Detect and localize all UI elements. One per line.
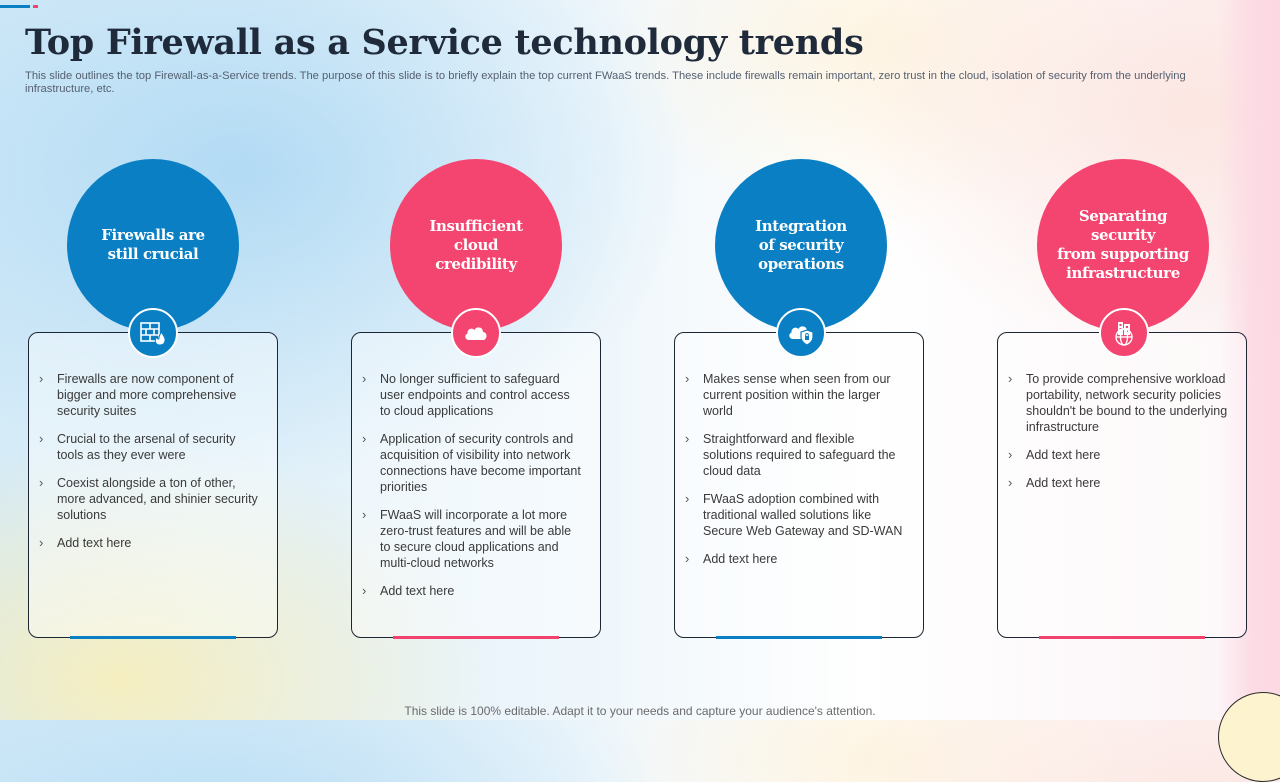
chevron-right-icon: › [685, 431, 690, 446]
bullet-list: › Firewalls are now component of bigger a… [37, 371, 259, 563]
chevron-right-icon: › [685, 491, 690, 506]
slide-subtitle: This slide outlines the top Firewall-as-… [25, 70, 1186, 95]
chevron-right-icon: › [39, 535, 44, 550]
bullet-text: No longer sufficient to safeguard user e… [380, 372, 570, 418]
trend-circle-4: Separating security from supporting infr… [1037, 159, 1209, 331]
accent-bar-blue [0, 5, 30, 8]
list-item: › Straightforward and flexible solutions … [683, 431, 905, 479]
card-underline [70, 636, 236, 639]
list-item: › Add text here [1006, 447, 1228, 463]
trend-heading: Separating security from supporting infr… [1057, 207, 1189, 282]
cloud-shield-icon [789, 326, 814, 346]
list-item: › Application of security controls and ac… [360, 431, 582, 495]
trend-card-3: › Makes sense when seen from our current … [674, 332, 924, 639]
card-underline [393, 636, 559, 639]
list-item: › Makes sense when seen from our current … [683, 371, 905, 419]
trend-circle-3: Integration of security operations [715, 159, 887, 331]
bullet-text: Firewalls are now component of bigger an… [57, 372, 237, 418]
firewall-icon-badge [128, 308, 178, 358]
chevron-right-icon: › [1008, 475, 1013, 490]
list-item: › Add text here [37, 535, 259, 551]
trend-card-2: › No longer sufficient to safeguard user … [351, 332, 601, 639]
bullet-text: Crucial to the arsenal of security tools… [57, 432, 236, 462]
chevron-right-icon: › [1008, 371, 1013, 386]
bullet-text: FWaaS adoption combined with traditional… [703, 492, 903, 538]
trend-card-1: › Firewalls are now component of bigger a… [28, 332, 278, 639]
bullet-text: Application of security controls and acq… [380, 432, 581, 494]
chevron-right-icon: › [362, 583, 367, 598]
trend-heading: Firewalls are still crucial [101, 226, 205, 263]
cloud-shield-icon-badge [776, 308, 826, 358]
chevron-right-icon: › [362, 431, 367, 446]
bullet-list: › Makes sense when seen from our current … [683, 371, 905, 579]
list-item: › FWaaS adoption combined with traditiona… [683, 491, 905, 539]
chevron-right-icon: › [362, 371, 367, 386]
bullet-text: Add text here [1026, 448, 1101, 462]
trend-circle-2: Insufficient cloud credibility [390, 159, 562, 331]
cloud-icon-badge [451, 308, 501, 358]
chevron-right-icon: › [39, 475, 44, 490]
list-item: › Add text here [683, 551, 905, 567]
slide-title: Top Firewall as a Service technology tre… [25, 22, 864, 63]
card-underline [1039, 636, 1205, 639]
firewall-icon [140, 322, 166, 346]
list-item: › Add text here [360, 583, 582, 599]
right-decor-band [1218, 0, 1280, 720]
chevron-right-icon: › [685, 551, 690, 566]
list-item: › Add text here [1006, 475, 1228, 491]
list-item: › Crucial to the arsenal of security tool… [37, 431, 259, 463]
chevron-right-icon: › [39, 371, 44, 386]
trend-heading: Insufficient cloud credibility [429, 216, 523, 273]
building-globe-icon-badge [1099, 308, 1149, 358]
chevron-right-icon: › [39, 431, 44, 446]
slide-footer: This slide is 100% editable. Adapt it to… [404, 704, 876, 718]
bullet-text: Straightforward and flexible solutions r… [703, 432, 896, 478]
cloud-icon [465, 327, 487, 340]
trend-heading: Integration of security operations [755, 216, 847, 273]
bullet-list: › To provide comprehensive workload porta… [1006, 371, 1228, 503]
building-globe-icon [1115, 322, 1133, 346]
list-item: › Firewalls are now component of bigger a… [37, 371, 259, 419]
list-item: › FWaaS will incorporate a lot more zero-… [360, 507, 582, 571]
bullet-text: FWaaS will incorporate a lot more zero-t… [380, 508, 572, 570]
card-underline [716, 636, 882, 639]
trend-card-4: › To provide comprehensive workload porta… [997, 332, 1247, 639]
chevron-right-icon: › [362, 507, 367, 522]
bullet-text: Add text here [57, 536, 132, 550]
chevron-right-icon: › [1008, 447, 1013, 462]
bullet-text: Makes sense when seen from our current p… [703, 372, 891, 418]
bullet-text: To provide comprehensive workload portab… [1026, 372, 1228, 434]
trend-circle-1: Firewalls are still crucial [67, 159, 239, 331]
accent-bar-pink [33, 5, 38, 8]
bullet-text: Add text here [1026, 476, 1101, 490]
list-item: › No longer sufficient to safeguard user … [360, 371, 582, 419]
bullet-text: Add text here [703, 552, 778, 566]
chevron-right-icon: › [685, 371, 690, 386]
list-item: › To provide comprehensive workload porta… [1006, 371, 1228, 435]
bullet-text: Coexist alongside a ton of other, more a… [57, 476, 258, 522]
bullet-text: Add text here [380, 584, 455, 598]
list-item: › Coexist alongside a ton of other, more … [37, 475, 259, 523]
bullet-list: › No longer sufficient to safeguard user … [360, 371, 582, 611]
